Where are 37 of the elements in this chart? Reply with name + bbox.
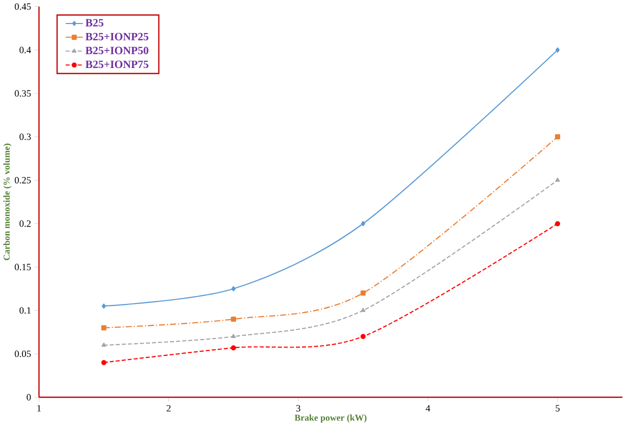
point — [101, 360, 106, 366]
point — [555, 221, 560, 226]
x-tick-label: 4 — [426, 405, 430, 412]
x-tick-label: 5 — [556, 405, 560, 412]
legend-label: B25+IONP50 — [86, 46, 148, 54]
x-tick-label: 3 — [296, 405, 300, 412]
y-tick-label: 0.05 — [14, 350, 31, 358]
x-tick-label: 2 — [166, 405, 171, 412]
point — [360, 308, 366, 312]
y-tick-label: 0 — [26, 394, 31, 400]
y-axis-title: Carbon monoxide (% volume) — [3, 144, 12, 260]
x-tick-label: 1 — [37, 405, 41, 412]
point — [102, 342, 106, 347]
y-tick-label: 0.45 — [14, 3, 31, 10]
point — [361, 221, 366, 226]
point — [555, 134, 560, 140]
y-tick-label: 0.2 — [20, 220, 31, 227]
point — [360, 290, 366, 296]
point — [231, 334, 236, 338]
point — [102, 304, 106, 309]
point — [101, 325, 106, 330]
legend-label: B25+IONP75 — [86, 60, 148, 68]
y-tick-label: 0.25 — [14, 176, 31, 184]
y-tick-label: 0.1 — [20, 307, 31, 314]
point — [360, 334, 366, 340]
point — [555, 178, 560, 182]
y-tick-label: 0.4 — [20, 46, 32, 54]
y-tick-label: 0.35 — [14, 90, 31, 97]
point — [230, 316, 236, 322]
y-tick-label: 0.3 — [20, 134, 31, 140]
legend-label: B25 — [86, 19, 104, 26]
point — [231, 286, 236, 292]
point — [556, 47, 560, 53]
x-axis-title: Brake power (kW) — [294, 414, 366, 423]
y-tick-label: 0.15 — [14, 264, 31, 270]
legend-label: B25+IONP25 — [86, 32, 148, 40]
point — [230, 345, 236, 350]
